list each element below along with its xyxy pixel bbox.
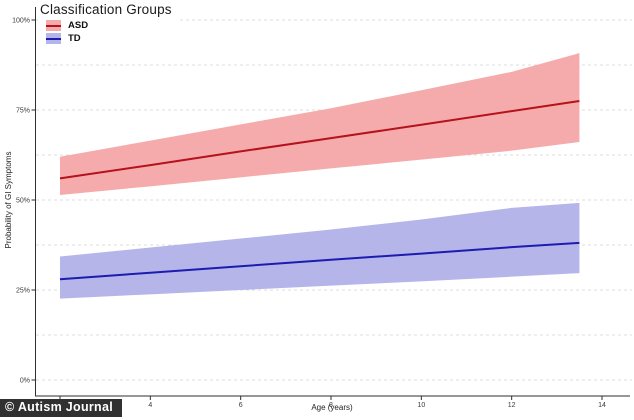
legend-label-td: TD: [68, 33, 81, 44]
x-tick-label: 4: [148, 402, 152, 409]
td-key-swatch: [46, 33, 61, 44]
asd-trend-line: [59, 100, 580, 180]
td-confidence-band: [60, 202, 580, 299]
x-tick-label: 10: [417, 402, 425, 409]
asd-confidence-band: [60, 53, 580, 195]
watermark: © Autism Journal: [0, 399, 123, 417]
y-tick-label: 100%: [12, 18, 30, 25]
y-tick-label: 25%: [16, 288, 30, 295]
y-tick-label: 75%: [16, 108, 30, 115]
x-tick-label: 14: [598, 402, 606, 409]
td-key-line: [46, 37, 61, 40]
asd-key-line: [46, 24, 61, 27]
td-trend-line: [59, 241, 580, 281]
y-tick-label: 50%: [16, 198, 30, 205]
legend-item-asd: ASD: [46, 20, 172, 31]
legend-label-asd: ASD: [68, 20, 89, 31]
y-tick-label: 0%: [20, 378, 30, 385]
legend-title: Classification Groups: [40, 2, 172, 17]
legend-item-td: TD: [46, 33, 172, 44]
x-tick-label: 12: [508, 402, 516, 409]
legend: Classification Groups ASD TD: [38, 0, 180, 48]
asd-key-swatch: [46, 20, 61, 31]
x-axis-title: Age (years): [311, 403, 353, 412]
x-tick-label: 6: [239, 402, 243, 409]
y-axis-title: Probability of GI Symptoms: [4, 151, 13, 249]
x-tick-label: 8: [329, 402, 333, 409]
